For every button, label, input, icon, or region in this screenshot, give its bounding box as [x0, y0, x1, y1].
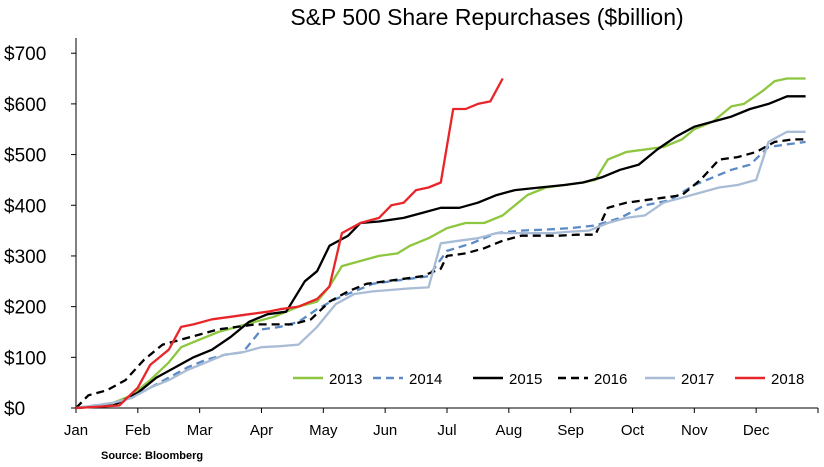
- x-tick-label: May: [309, 422, 338, 439]
- series-line-2018: [75, 77, 504, 410]
- x-tick-label: Apr: [250, 422, 273, 439]
- legend-label-2014: 2014: [409, 371, 442, 388]
- x-tick-label: Oct: [621, 422, 645, 439]
- y-tick-label: $400: [4, 196, 46, 217]
- x-tick-label: Jul: [437, 422, 456, 439]
- x-tick-label: Aug: [495, 422, 522, 439]
- x-tick-label: Feb: [125, 422, 151, 439]
- y-tick-label: $200: [4, 298, 46, 319]
- source-note: Source: Bloomberg: [101, 450, 203, 462]
- series-line-2013: [75, 77, 806, 410]
- x-tick-label: Jun: [373, 422, 397, 439]
- series-line-2017: [75, 130, 806, 410]
- plot-area: $0 $100 $200 $300 $400 $500 $600 $700 Jan Feb Mar A…: [4, 38, 819, 439]
- x-tick-label: Mar: [187, 422, 213, 439]
- legend-label-2016: 2016: [594, 371, 627, 388]
- y-tick-label: $700: [4, 44, 46, 65]
- x-tick-label: Jan: [64, 422, 88, 439]
- y-tick-label: $600: [4, 95, 46, 116]
- y-tick-label: $100: [4, 348, 46, 369]
- x-tick-label: Sep: [557, 422, 584, 439]
- legend-label-2013: 2013: [329, 371, 362, 388]
- legend-label-2015: 2015: [509, 371, 542, 388]
- x-tick-label: Dec: [743, 422, 770, 439]
- legend-label-2017: 2017: [681, 371, 714, 388]
- chart-title: S&P 500 Share Repurchases ($billion): [290, 4, 683, 30]
- series-line-2015: [75, 95, 806, 410]
- series-line-2016: [75, 138, 806, 409]
- y-tick-label: $300: [4, 247, 46, 268]
- y-tick-label: $0: [4, 399, 25, 420]
- x-tick-label: Nov: [681, 422, 708, 439]
- y-tick-label: $500: [4, 146, 46, 167]
- legend-label-2018: 2018: [771, 371, 804, 388]
- legend: 2013 2014 2015 2016 2017 2018: [293, 371, 804, 388]
